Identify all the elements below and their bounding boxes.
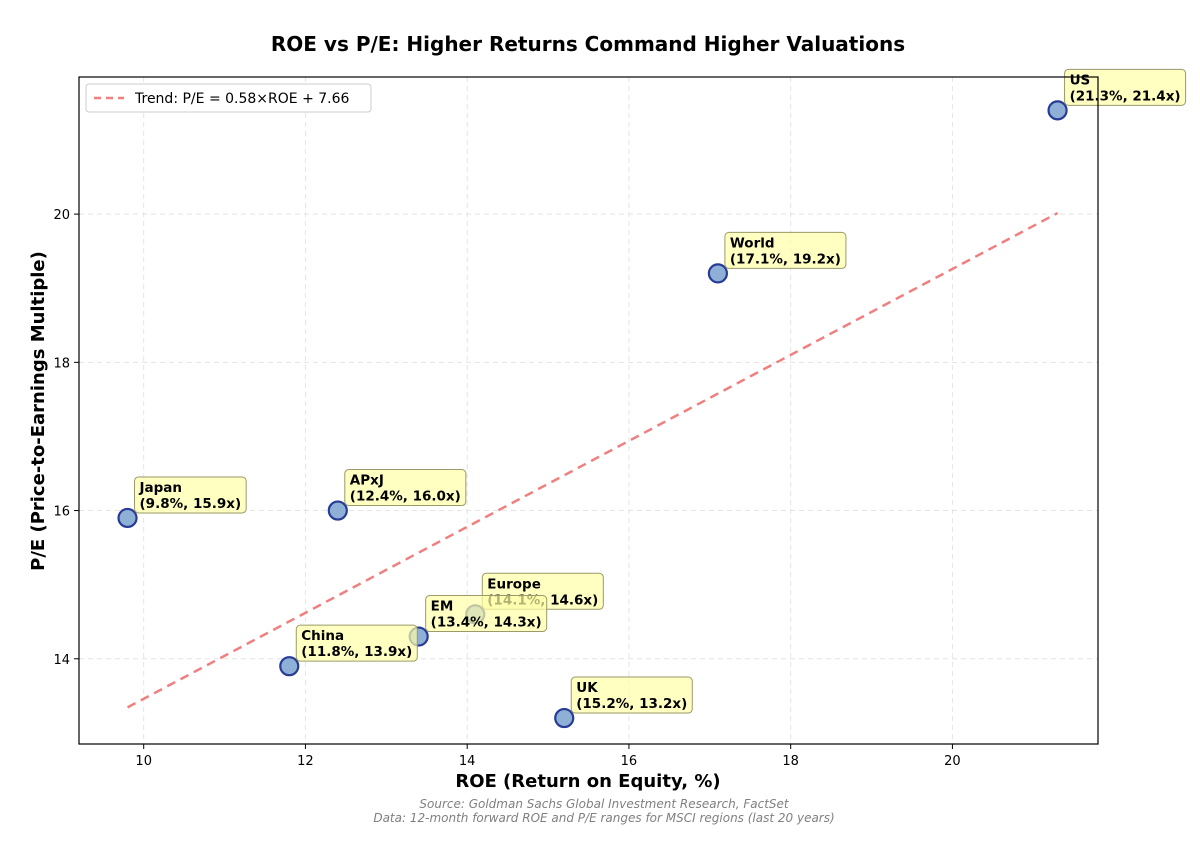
annotation-values: (12.4%, 16.0x) bbox=[350, 489, 461, 505]
source-line-1: Source: Goldman Sachs Global Investment … bbox=[419, 797, 790, 811]
annotation-values: (21.3%, 21.4x) bbox=[1070, 88, 1181, 104]
annotation-values: (13.4%, 14.3x) bbox=[431, 615, 542, 631]
grid-lines bbox=[79, 77, 1098, 744]
y-axis-label: P/E (Price-to-Earnings Multiple) bbox=[28, 251, 49, 571]
trend-layer bbox=[126, 211, 1059, 709]
annotation-em: EM(13.4%, 14.3x) bbox=[425, 595, 548, 633]
x-tick-label: 10 bbox=[135, 754, 152, 769]
data-point-uk bbox=[554, 707, 575, 729]
annotation-values: (17.1%, 19.2x) bbox=[730, 251, 841, 267]
annotation-box bbox=[1064, 68, 1187, 106]
x-tick-label: 20 bbox=[944, 754, 961, 769]
annotation-box bbox=[344, 469, 467, 507]
annotation-uk: UK(15.2%, 13.2x) bbox=[570, 676, 693, 714]
y-tick-label: 14 bbox=[53, 653, 70, 668]
legend: Trend: P/E = 0.58×ROE + 7.66 bbox=[85, 83, 372, 113]
annotation-china: China(11.8%, 13.9x) bbox=[295, 624, 418, 662]
annotation-box bbox=[134, 476, 247, 514]
data-point-japan bbox=[117, 507, 138, 529]
annotation-values: (9.8%, 15.9x) bbox=[140, 496, 242, 512]
annotation-japan: Japan(9.8%, 15.9x) bbox=[134, 476, 247, 514]
trend-line bbox=[126, 211, 1059, 709]
annotation-region: US bbox=[1070, 72, 1091, 88]
x-tick-label: 12 bbox=[297, 754, 314, 769]
annotation-box bbox=[295, 624, 418, 662]
annotation-us: US(21.3%, 21.4x) bbox=[1064, 68, 1187, 106]
annotation-values: (15.2%, 13.2x) bbox=[576, 696, 687, 712]
annotation-region: Europe bbox=[487, 576, 541, 592]
y-tick-label: 16 bbox=[53, 505, 70, 520]
axis-ticks: 10 12 14 16 18 20 14 16 18 20 bbox=[53, 208, 960, 769]
annotation-region: World bbox=[730, 235, 775, 251]
annotation-region: EM bbox=[431, 599, 454, 615]
annotation-region: China bbox=[301, 628, 344, 644]
data-point-world bbox=[707, 263, 728, 284]
annotation-box bbox=[724, 231, 847, 269]
annotation-apxj: APxJ(12.4%, 16.0x) bbox=[344, 469, 467, 507]
annotation-values: (11.8%, 13.9x) bbox=[301, 644, 412, 660]
x-axis-label: ROE (Return on Equity, %) bbox=[455, 771, 720, 792]
data-point-us bbox=[1047, 100, 1068, 121]
source-line-2: Data: 12-month forward ROE and P/E range… bbox=[373, 811, 834, 825]
annotation-box bbox=[570, 676, 693, 714]
points-layer bbox=[117, 100, 1068, 729]
chart-title: ROE vs P/E: Higher Returns Command Highe… bbox=[271, 32, 905, 56]
legend-trend-label: Trend: P/E = 0.58×ROE + 7.66 bbox=[134, 91, 350, 107]
annotation-region: APxJ bbox=[350, 473, 384, 489]
data-point-china bbox=[279, 656, 300, 677]
annotation-world: World(17.1%, 19.2x) bbox=[724, 231, 847, 269]
annotation-region: UK bbox=[576, 680, 598, 696]
data-point-apxj bbox=[327, 500, 348, 521]
y-tick-label: 18 bbox=[53, 356, 70, 371]
x-tick-label: 14 bbox=[459, 754, 476, 769]
x-tick-label: 16 bbox=[621, 754, 638, 769]
annotation-region: Japan bbox=[139, 480, 183, 496]
y-tick-label: 20 bbox=[53, 208, 70, 223]
annotation-box bbox=[425, 595, 548, 633]
annotations-layer: US(21.3%, 21.4x) World(17.1%, 19.2x) Japan… bbox=[134, 68, 1187, 714]
legend-box bbox=[85, 83, 372, 113]
plot-area-frame bbox=[78, 76, 1099, 745]
x-tick-label: 18 bbox=[782, 754, 799, 769]
